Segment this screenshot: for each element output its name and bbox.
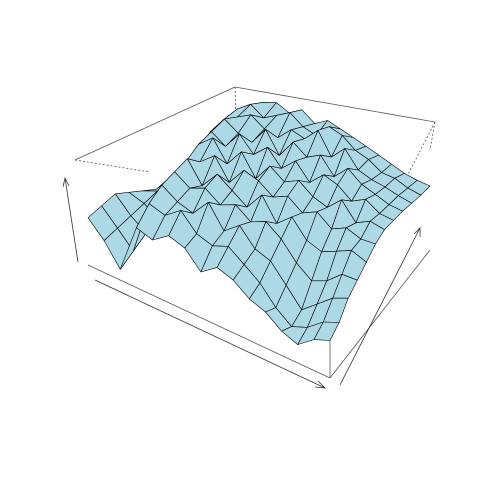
arrow-head (62, 176, 70, 188)
z-axis-arrow (64, 177, 79, 263)
box-edge (399, 121, 436, 191)
arrow-head (314, 380, 327, 389)
box-edge (329, 249, 431, 379)
arrow-head (413, 227, 421, 237)
y-axis-arrow (339, 227, 421, 386)
box-edge (234, 86, 436, 123)
surface (87, 102, 431, 345)
box-edge (74, 86, 236, 161)
facet (313, 321, 340, 341)
x-axis-arrow (94, 279, 326, 389)
box-edge (87, 264, 331, 379)
axes (62, 176, 421, 389)
box-edge (74, 159, 151, 173)
box-edge (429, 121, 436, 151)
